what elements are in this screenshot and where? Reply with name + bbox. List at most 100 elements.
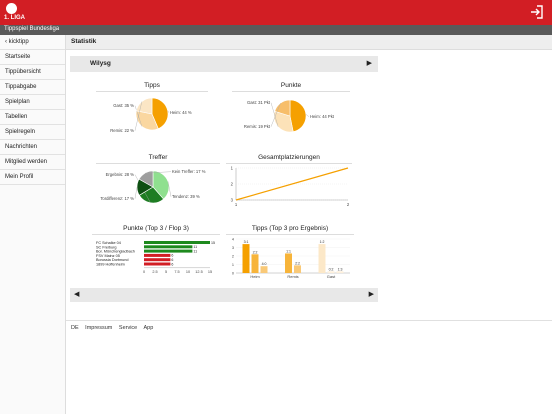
y-tick-label: 1 (232, 263, 234, 267)
bar-value-label: 2:2 (295, 261, 300, 265)
sidebar-item-spielregeln[interactable]: Spielregeln (0, 125, 65, 140)
bar (327, 271, 335, 273)
pie-chart-treffer: Tendenz: 39 % Ergebnis: 28 % Tordifferenz:… (100, 169, 206, 204)
chart-title: Treffer (148, 154, 168, 161)
bar-value-label: 6 (171, 258, 173, 262)
x-tick-label: 15 (208, 270, 212, 274)
chart-divider (226, 234, 354, 235)
previous-arrow-icon[interactable]: ◀ (74, 291, 80, 298)
top-bar: 1. LIGA (0, 0, 552, 25)
bar (144, 262, 171, 266)
pie-label: Heim: 44 % (170, 110, 192, 115)
competition-bar: Tippspiel Bundesliga (0, 25, 552, 35)
footer-link-impressum[interactable]: Impressum (85, 325, 113, 331)
bar-value-label: 15 (211, 241, 215, 245)
y-tick-label: 1 (231, 166, 234, 171)
category-label: FSV Mainz 05 (96, 254, 120, 258)
bar-value-label: 1:1 (286, 249, 291, 253)
series-line (235, 167, 349, 201)
footer-link-language[interactable]: DE (71, 325, 79, 331)
pie-chart-tipps: Heim: 44 % Gast: 35 % Remis: 22 % (110, 97, 192, 133)
user-pager: ◀ ▶ (70, 288, 378, 302)
y-tick-label: 2 (231, 182, 234, 187)
pie-label: Tendenz: 39 % (172, 194, 200, 199)
x-tick-label: 0 (143, 270, 145, 274)
next-arrow-icon[interactable]: ▶ (368, 291, 374, 298)
x-category-label: Heim (250, 274, 260, 279)
chart-title: Punkte (280, 82, 302, 89)
bar-value-label: 6 (171, 254, 173, 258)
x-tick-label: 7.5 (174, 270, 179, 274)
x-tick-label: 2 (347, 202, 350, 207)
x-category-label: Remis (287, 274, 298, 279)
bar-value-label: 0:2 (329, 267, 334, 271)
sidebar: ‹ kicktipp Startseite Tippübersicht Tipp… (0, 35, 66, 414)
pie-slice (151, 97, 169, 130)
next-user-arrow-icon[interactable]: ▶ (366, 60, 372, 67)
pie-label: Kein Treffer: 17 % (172, 169, 206, 174)
bar-value-label: 2:2 (253, 250, 258, 254)
sidebar-item-spielplan[interactable]: Spielplan (0, 95, 65, 110)
x-tick-label: 2.5 (152, 270, 157, 274)
category-label: 1899 Hoffenheim (96, 263, 125, 267)
sidebar-item-mitglied-werden[interactable]: Mitglied werden (0, 155, 65, 170)
chart-title: Gesamtplatzierungen (258, 154, 320, 161)
bar-chart-tipps-top3: 0 1 2 3 4 3:1 2:2 4:0 Heim 1:1 2:2 Remis 1:2 0:2 1:3Ga… (232, 238, 350, 279)
pie-label: Remis: 19 Pkt (244, 124, 271, 129)
bar-value-label: 1:2 (320, 240, 325, 244)
chart-punkte-top-flop: Punkte (Top 3 / Flop 3) FC Schalke 04 15 S… (92, 225, 220, 282)
pie-leader-line (134, 187, 138, 199)
logout-icon[interactable] (530, 5, 544, 19)
bar-value-label: 6 (171, 262, 173, 266)
chart-title: Tipps (144, 82, 160, 89)
pie-label: Ergebnis: 28 % (106, 172, 135, 177)
sidebar-item-startseite[interactable]: Startseite (0, 50, 65, 65)
bar (144, 249, 193, 253)
sidebar-item-tippuebersicht[interactable]: Tippübersicht (0, 65, 65, 80)
chart-treffer: Treffer Tendenz: 39 % Ergebnis: 28 % Tordi… (96, 154, 220, 210)
y-tick-label: 3 (231, 198, 234, 203)
sidebar-item-mein-profil[interactable]: Mein Profil (0, 170, 65, 185)
x-tick-label: 10 (186, 270, 190, 274)
sidebar-item-nachrichten[interactable]: Nachrichten (0, 140, 65, 155)
category-label: Borussia Dortmund (96, 258, 129, 262)
x-tick-label: 12.5 (195, 270, 202, 274)
chart-tipps-top3: Tipps (Top 3 pro Ergebnis) 0 1 2 3 4 3:1 2:2 4:… (226, 225, 354, 282)
y-tick-label: 4 (232, 238, 234, 242)
pie-leader-line (305, 114, 310, 117)
logo-ball-icon[interactable] (6, 3, 17, 14)
pie-label: Gast: 35 % (113, 103, 134, 108)
bar (285, 253, 292, 273)
category-label: SC Freiburg (96, 245, 116, 249)
chart-tipps: Tipps Heim: 44 % Gast: 35 % Remis: 22 % (96, 82, 208, 144)
sidebar-item-tippabgabe[interactable]: Tippabgabe (0, 80, 65, 95)
pie-leader-line (270, 102, 279, 127)
page-title: Statistik (71, 38, 97, 45)
chart-divider (96, 163, 220, 164)
sidebar-item-tabellen[interactable]: Tabellen (0, 110, 65, 125)
y-tick-label: 3 (232, 246, 234, 250)
footer-link-app[interactable]: App (143, 325, 154, 331)
bar (260, 266, 268, 273)
footer-divider (66, 320, 552, 321)
chevron-left-icon: ‹ (5, 39, 9, 45)
user-selector[interactable]: Wilysg ▶ (70, 56, 378, 72)
pie-chart-punkte: Heim: 44 Pkt Gast: 31 Pkt Remis: 19 Pkt (244, 99, 335, 133)
bar (242, 244, 250, 273)
category-label: FC Schalke 04 (96, 241, 121, 245)
bar (144, 258, 171, 262)
pie-slice (273, 110, 294, 133)
bar (294, 265, 301, 273)
pie-leader-line (134, 101, 143, 131)
sidebar-back-link[interactable]: ‹ kicktipp (0, 35, 65, 50)
footer-link-service[interactable]: Service (118, 325, 138, 331)
bar-value-label: 3:1 (244, 240, 249, 244)
logo-text[interactable]: 1. LIGA (4, 15, 26, 21)
bar (144, 253, 171, 257)
pie-label: Remis: 22 % (110, 128, 134, 133)
pie-leader-line (144, 171, 172, 174)
user-name: Wilysg (90, 60, 111, 67)
bar (336, 271, 344, 273)
bar-value-label: 11 (193, 249, 197, 253)
